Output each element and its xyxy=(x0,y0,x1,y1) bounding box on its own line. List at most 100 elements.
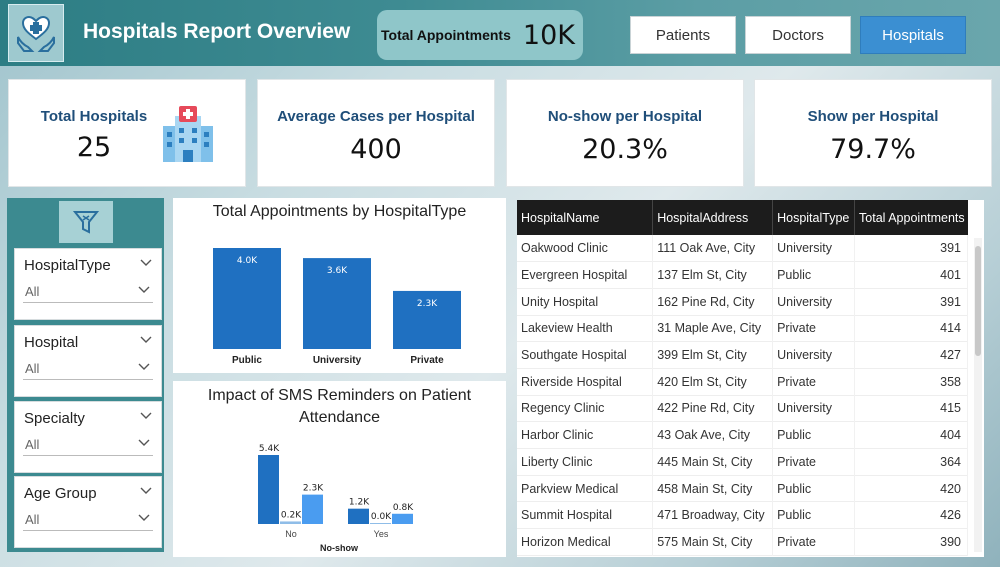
table-row[interactable]: Oakwood Clinic 111 Oak Ave, City Universit… xyxy=(517,235,968,262)
scrollbar-thumb[interactable] xyxy=(975,246,981,356)
table-cell: Parkview Medical xyxy=(517,475,654,502)
table-row[interactable]: Regency Clinic 422 Pine Rd, City Universit… xyxy=(517,395,968,422)
chart-sms-impact: Impact of SMS Reminders on Patient Atten… xyxy=(173,381,506,557)
table-cell: Lakeview Health xyxy=(517,315,654,342)
table-cell: 420 xyxy=(854,475,968,502)
nav-doctors-button[interactable]: Doctors xyxy=(745,16,851,54)
slicer-specialty[interactable]: Specialty All xyxy=(14,401,162,473)
table-cell: Evergreen Hospital xyxy=(517,261,654,289)
column-header[interactable]: HospitalType xyxy=(772,200,856,235)
chevron-down-icon[interactable] xyxy=(139,257,153,269)
table-cell: Public xyxy=(772,261,856,289)
slicer-age-group[interactable]: Age Group All xyxy=(14,476,162,548)
table-row[interactable]: Liberty Clinic 445 Main St, City Private 36… xyxy=(517,448,968,476)
slicer-dropdown[interactable]: All xyxy=(23,279,153,303)
kpi-label: Show per Hospital xyxy=(807,108,939,125)
table-cell: Southgate Hospital xyxy=(517,341,654,369)
slicer-title: Age Group xyxy=(24,485,97,502)
bar xyxy=(303,258,371,349)
table-cell: 390 xyxy=(854,528,968,556)
slicer-hospital[interactable]: Hospital All xyxy=(14,325,162,397)
table-header-row: HospitalName HospitalAddress HospitalTyp… xyxy=(517,200,968,235)
bar xyxy=(258,455,279,524)
data-label: 0.8K xyxy=(393,503,414,513)
chart-title: Total Appointments by HospitalType xyxy=(212,203,467,220)
table-cell: 31 Maple Ave, City xyxy=(652,315,774,342)
slicer-dropdown[interactable]: All xyxy=(23,507,153,531)
table-cell: 445 Main St, City xyxy=(652,448,774,476)
table-cell: 414 xyxy=(854,315,968,342)
chevron-down-icon[interactable] xyxy=(139,485,153,497)
kpi-show: Show per Hospital 79.7% xyxy=(754,79,992,187)
table-cell: 399 Elm St, City xyxy=(652,341,774,369)
slicer-hospital-type[interactable]: HospitalType All xyxy=(14,248,162,320)
slicer-value: All xyxy=(25,284,40,299)
grouped-bar-chart-svg: 5.4K 0.2K 2.3K No 1.2K0.0K0.8K Yes No-show xyxy=(258,444,414,553)
nav-hospitals-button[interactable]: Hospitals xyxy=(860,16,966,54)
column-header[interactable]: HospitalAddress xyxy=(652,200,774,235)
kpi-label: Total Hospitals xyxy=(40,108,148,125)
chart-appointments-by-type: Total Appointments by HospitalType 4.0K P… xyxy=(173,198,506,373)
table-cell: 162 Pine Rd, City xyxy=(652,288,774,316)
table-cell: 391 xyxy=(854,288,968,316)
funnel-clear-icon[interactable] xyxy=(59,201,113,243)
data-label: 0.0K xyxy=(371,512,392,522)
bar-chart-svg: 4.0K Public 3.6K University 2.3K Private xyxy=(213,248,461,366)
data-label: 2.3K xyxy=(303,484,324,494)
kpi-value: 400 xyxy=(350,134,402,165)
table-cell: 111 Oak Ave, City xyxy=(652,235,774,262)
kpi-total-hospitals: Total Hospitals 25 xyxy=(8,79,246,187)
total-appointments-value: 10K xyxy=(522,19,575,51)
filter-panel: HospitalType All Hospital All Specialty … xyxy=(7,198,164,552)
chevron-down-icon[interactable] xyxy=(139,410,153,422)
slicer-title: Specialty xyxy=(24,410,85,427)
table-row[interactable]: Harbor Clinic 43 Oak Ave, City Public 404 xyxy=(517,421,968,449)
table-row[interactable]: Southgate Hospital 399 Elm St, City Univer… xyxy=(517,341,968,369)
column-header[interactable]: HospitalName xyxy=(517,200,654,235)
category-label: Public xyxy=(232,355,262,366)
table-cell: Private xyxy=(772,368,856,396)
table-row[interactable]: Horizon Medical 575 Main St, City Private 3… xyxy=(517,528,968,556)
table-cell: 364 xyxy=(854,448,968,476)
table-cell: 427 xyxy=(854,341,968,369)
table-scrollbar[interactable] xyxy=(974,238,982,552)
kpi-value: 25 xyxy=(76,132,112,163)
page-title: Hospitals Report Overview xyxy=(83,20,351,43)
slicer-dropdown[interactable]: All xyxy=(23,432,153,456)
data-label: 4.0K xyxy=(237,256,258,266)
slicer-title: Hospital xyxy=(24,334,79,351)
slicer-dropdown[interactable]: All xyxy=(23,356,153,380)
slicer-value: All xyxy=(25,512,40,527)
table-row[interactable]: Riverside Hospital 420 Elm St, City Privat… xyxy=(517,368,968,396)
hospital-care-hands-icon xyxy=(8,4,64,62)
chart-title: Impact of SMS Reminders on Patient Atten… xyxy=(207,387,472,426)
bar xyxy=(348,508,369,524)
table-cell: Unity Hospital xyxy=(517,288,654,316)
hospital-building-icon xyxy=(159,104,217,169)
category-label: Private xyxy=(410,355,444,366)
table-cell: Public xyxy=(772,475,856,502)
data-label: 0.2K xyxy=(281,510,302,520)
table-row[interactable]: Summit Hospital 471 Broadway, City Public 4… xyxy=(517,501,968,529)
table-cell: 458 Main St, City xyxy=(652,475,774,502)
data-label: 3.6K xyxy=(327,266,348,276)
chevron-down-icon[interactable] xyxy=(139,334,153,346)
table-cell: 471 Broadway, City xyxy=(652,501,774,529)
table-row[interactable]: Lakeview Health 31 Maple Ave, City Private… xyxy=(517,315,968,342)
nav-patients-button[interactable]: Patients xyxy=(630,16,736,54)
table-row[interactable]: Unity Hospital 162 Pine Rd, City Universit… xyxy=(517,288,968,316)
total-appointments-card: Total Appointments 10K xyxy=(377,10,583,60)
header-bar: Hospitals Report Overview Total Appointm… xyxy=(0,0,1000,66)
table-cell: 401 xyxy=(854,261,968,289)
table-row[interactable]: Parkview Medical 458 Main St, City Public 4… xyxy=(517,475,968,502)
bar xyxy=(302,494,323,524)
table-cell: 575 Main St, City xyxy=(652,528,774,556)
table-cell: Private xyxy=(772,315,856,342)
table-row[interactable]: Evergreen Hospital 137 Elm St, City Public… xyxy=(517,261,968,289)
chevron-down-icon xyxy=(138,286,150,293)
column-header[interactable]: Total Appointments xyxy=(859,210,965,225)
table-cell: Private xyxy=(772,448,856,476)
table-cell: Liberty Clinic xyxy=(517,448,654,476)
chevron-down-icon xyxy=(138,439,150,446)
table-cell: 415 xyxy=(854,395,968,422)
